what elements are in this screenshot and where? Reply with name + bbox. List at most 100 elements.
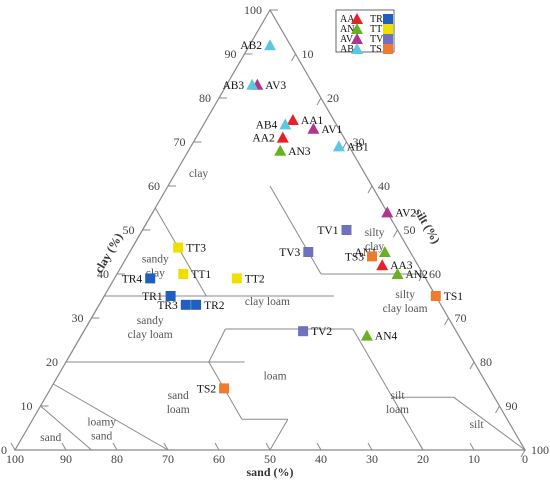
region-label-line: sandy [142,254,169,266]
silt-tick [469,361,475,370]
region-label-clay-loam: clay loam [245,296,290,308]
sand-tick-label: 80 [111,452,123,466]
region-label-sand-loam: sand loam [167,390,190,416]
region-label-line: sand [168,390,189,402]
point-AV3: AV3 [251,78,286,92]
region-label-sandy-clay-loam: sandy clay loam [128,315,173,341]
legend: AA TR AN TT AV TV AB TS [335,9,395,55]
point-TR2: TR2 [191,299,225,312]
point-TR1: TR1 [142,291,176,303]
silt-tick [342,141,347,150]
legend-marker-AV [351,33,363,44]
silt-tick [444,317,449,326]
triangle-frame [13,8,527,451]
clay-tick-label: 40 [97,267,109,281]
sand-tick [214,442,220,451]
point-AN3: AN3 [274,144,311,158]
point-TV3: TV3 [279,247,314,259]
point-label: TV2 [311,326,332,338]
point-marker [341,225,352,235]
legend-marker-AB [351,43,363,54]
silt-axis-label: silt (%) [412,206,443,246]
point-marker [430,291,441,301]
point-marker [173,242,184,253]
region-label-line: clay loam [383,303,428,315]
silt-tick [393,229,398,238]
legend-marker-TV [383,34,393,44]
sand-tick-label: 20 [417,452,429,466]
point-AA3: AA3 [376,259,413,272]
boundary-line [53,383,169,451]
point-label: AB4 [256,119,278,131]
legend-label-TR: TR [370,14,383,25]
region-label-silty-clay: silty clay [365,227,385,253]
silt-tick-label: 50 [404,223,416,237]
point-marker [246,78,259,90]
silt-tick [367,185,373,194]
point-TR4: TR4 [122,273,156,285]
legend-marker-TT [383,24,393,34]
point-label: TS1 [444,291,463,303]
legend-marker-TR [383,14,393,24]
silt-tick-label: 90 [506,399,518,413]
clay-tick-label: 90 [225,47,237,61]
sand-tick [112,442,118,451]
sand-tick-label: 40 [315,452,327,466]
texture-class-boundaries [40,185,526,451]
point-TT2: TT2 [231,273,265,285]
legend-label-AB: AB [340,44,354,55]
region-label-sand: sand [40,432,61,444]
point-TV1: TV1 [317,225,352,237]
silt-tick [418,273,424,282]
region-label-line: clay loam [128,329,173,341]
boundary-line [453,396,526,451]
silt-tick [316,97,322,106]
point-AN4: AN4 [360,329,398,343]
region-label-line: sand [91,430,112,442]
silt-tick [495,405,500,414]
region-label-line: sand [40,432,61,444]
clay-tick-label: 30 [72,311,84,325]
point-marker [376,259,389,271]
clay-tick-label: 100 [244,3,262,17]
silt-tick-label: 100 [531,443,549,457]
region-label-loamy-sand: loamy sand [87,416,116,442]
point-TV2: TV2 [298,326,332,338]
boundary-line [391,396,424,451]
sand-tick [418,442,424,451]
region-label-silty-clay-loam: silty clay loam [383,289,428,315]
region-label-silt: silt [470,419,485,431]
silt-tick-label: 10 [302,47,314,61]
point-AB3: AB3 [222,78,259,92]
point-label: AB1 [347,141,369,153]
silt-tick [291,53,296,62]
silt-tick-label: 80 [480,355,492,369]
region-label-silt-loam: silt loam [386,390,409,416]
boundary-line [352,328,393,398]
point-label: TR3 [157,300,178,312]
sand-tick [367,442,373,451]
point-marker [381,206,394,218]
point-label: AA1 [301,115,324,127]
region-label-line: loamy [87,416,116,428]
triangle-outline [13,8,527,451]
point-label: AV2 [395,207,416,219]
region-label-line: sandy [137,315,164,327]
point-marker [178,269,189,279]
point-label: AA2 [252,133,275,145]
region-label-line: clay [365,241,384,253]
sand-tick [265,442,271,451]
point-label: TT3 [186,243,206,255]
point-label: AA3 [390,260,413,272]
legend-label-AN: AN [340,24,354,35]
point-marker [276,131,289,143]
point-marker [307,122,320,134]
point-label: TR4 [122,273,143,285]
sand-tick-label: 30 [366,452,378,466]
point-label: AN4 [375,331,398,343]
sand-tick-label: 60 [213,452,225,466]
point-AA1: AA1 [286,114,324,127]
point-marker [274,144,287,156]
